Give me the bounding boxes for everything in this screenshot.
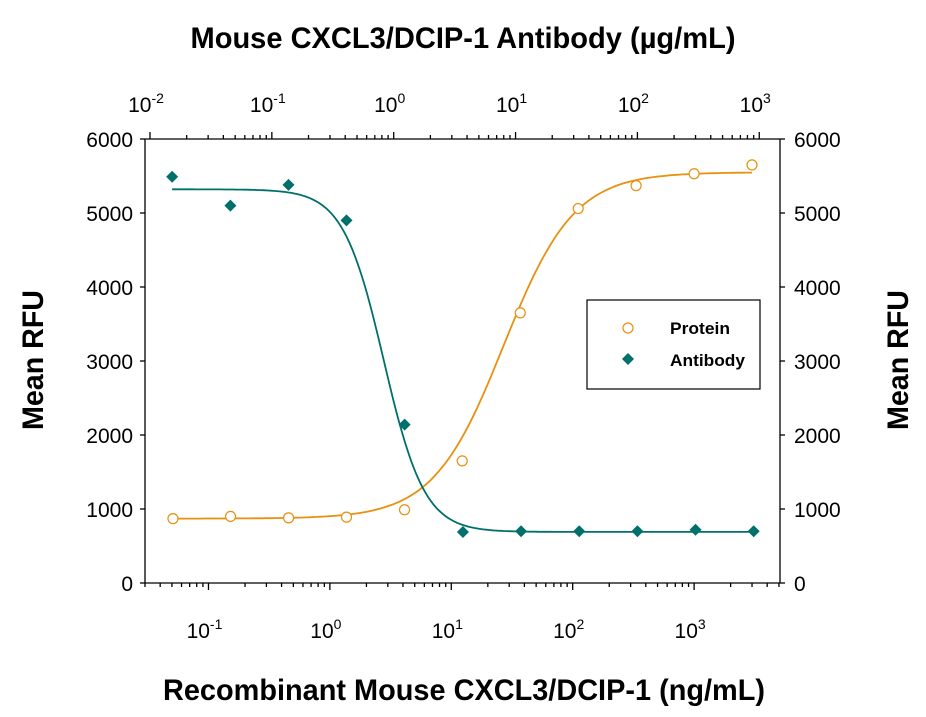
tick-exponent: -2	[151, 90, 164, 106]
legend-box	[586, 299, 761, 390]
x-tick-label: 101	[496, 90, 527, 117]
data-point-protein	[456, 455, 468, 467]
tick-base: 10	[374, 94, 397, 117]
fit-curves	[172, 171, 754, 533]
x-tick-label: 103	[740, 90, 771, 117]
data-point-protein	[398, 504, 411, 516]
fit-curve-antibody	[172, 188, 754, 533]
data-point-protein	[167, 513, 179, 525]
x-axis-label: Recombinant Mouse CXCL3/DCIP-1 (ng/mL)	[163, 674, 765, 707]
data-point-antibody	[573, 525, 586, 538]
tick-exponent: 0	[397, 90, 405, 106]
y-tick-label-left: 2000	[86, 425, 133, 448]
legend-antibody-label: Antibody	[670, 351, 746, 370]
tick-exponent: -1	[273, 90, 286, 106]
x-tick-label: 10-1	[187, 616, 223, 643]
data-point-antibody	[224, 199, 237, 212]
y-tick-label-right: 6000	[794, 129, 841, 152]
data-point-antibody	[456, 525, 469, 538]
y-tick-label-left: 4000	[86, 277, 133, 300]
y-tick-label-right: 5000	[794, 203, 841, 226]
data-point-antibody	[631, 525, 644, 538]
y-tick-label-right: 3000	[794, 351, 841, 374]
legend-antibody-marker	[622, 353, 634, 365]
x-tick-label: 100	[310, 616, 341, 643]
x-tick-label: 10-2	[128, 90, 164, 117]
y-tick-label-right: 1000	[794, 499, 841, 522]
tick-base: 10	[553, 620, 576, 643]
data-point-protein	[224, 510, 237, 523]
data-point-protein	[688, 168, 700, 180]
tick-base: 10	[496, 94, 519, 117]
tick-exponent: 1	[455, 616, 463, 632]
y-axis-label-left: Mean RFU	[17, 290, 50, 430]
legend-protein-label: Protein	[670, 319, 730, 338]
data-point-protein	[514, 307, 526, 319]
data-point-protein	[340, 511, 353, 523]
tick-base: 10	[310, 620, 333, 643]
legend-protein-marker	[622, 322, 634, 334]
tick-base: 10	[250, 94, 273, 117]
y-tick-label-left: 3000	[86, 351, 133, 374]
data-point-protein	[746, 159, 758, 171]
tick-base: 10	[432, 620, 455, 643]
data-points	[166, 159, 760, 538]
data-point-antibody	[398, 418, 411, 431]
tick-exponent: 3	[763, 90, 771, 106]
y-tick-label-right: 0	[794, 573, 806, 596]
y-tick-label-left: 0	[121, 573, 133, 596]
data-point-antibody	[166, 170, 179, 183]
y-axis-label-right: Mean RFU	[882, 290, 915, 430]
tick-exponent: 2	[576, 616, 584, 632]
tick-exponent: 0	[334, 616, 342, 632]
data-point-antibody	[747, 525, 760, 538]
chart-title: Mouse CXCL3/DCIP-1 Antibody (µg/mL)	[191, 22, 736, 55]
x-tick-label: 100	[374, 90, 405, 117]
data-point-protein	[572, 202, 584, 215]
tick-base: 10	[128, 94, 151, 117]
data-point-antibody	[340, 214, 353, 227]
x-tick-label: 101	[432, 616, 463, 643]
tick-base: 10	[187, 620, 210, 643]
tick-exponent: -1	[210, 616, 223, 632]
x-tick-label: 10-1	[250, 90, 286, 117]
fit-curve-protein	[173, 171, 752, 520]
data-point-protein	[282, 512, 295, 524]
tick-exponent: 1	[519, 90, 527, 106]
x-tick-label: 102	[618, 90, 649, 117]
legend: Protein Antibody	[586, 299, 761, 390]
data-point-antibody	[282, 178, 295, 191]
data-point-antibody	[515, 525, 528, 538]
tick-base: 10	[740, 94, 763, 117]
tick-exponent: 3	[698, 616, 706, 632]
tick-base: 10	[618, 94, 641, 117]
y-tick-label-right: 2000	[794, 425, 841, 448]
data-point-protein	[630, 180, 642, 192]
y-tick-label-left: 1000	[86, 499, 133, 522]
y-tick-label-left: 5000	[86, 203, 133, 226]
y-tick-label-right: 4000	[794, 277, 841, 300]
x-tick-label: 103	[675, 616, 706, 643]
tick-exponent: 2	[641, 90, 649, 106]
x-tick-label: 102	[553, 616, 584, 643]
tick-base: 10	[675, 620, 698, 643]
y-tick-label-left: 6000	[86, 129, 133, 152]
data-point-antibody	[689, 523, 702, 536]
